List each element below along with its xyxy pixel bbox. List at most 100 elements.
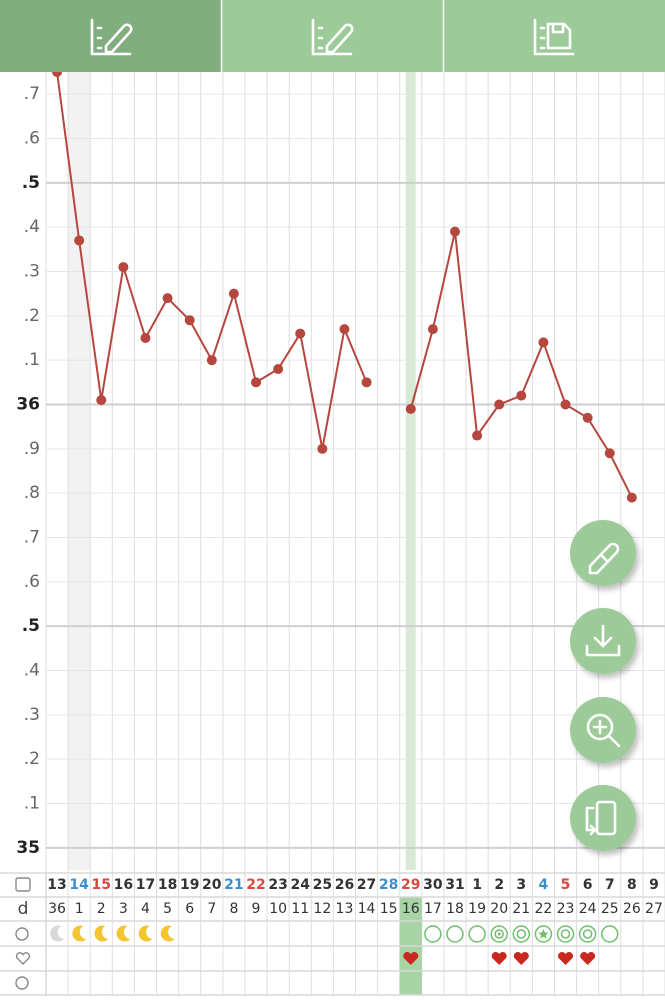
date-label: 6 (583, 877, 593, 893)
fertility-circle (468, 925, 486, 943)
day-table: 1336141152163174185196207218229231024112… (0, 872, 665, 996)
fab-group (570, 520, 636, 851)
date-label: 16 (114, 877, 133, 893)
date-label: 24 (290, 877, 310, 893)
temperature-point (516, 390, 527, 401)
cycle-day-label: 14 (358, 901, 376, 917)
temperature-point (604, 448, 615, 459)
cycle-day-label: 12 (313, 901, 331, 917)
y-tick-label: .7 (24, 528, 40, 548)
fertility-circle (534, 925, 553, 943)
moon-icon (50, 925, 65, 942)
cycle-day-label: 21 (512, 901, 530, 917)
fertility-circle (600, 925, 619, 943)
moon-icon (138, 925, 153, 942)
cycle-day-label: 19 (468, 901, 486, 917)
cycle-day-label: 26 (623, 901, 641, 917)
cycle-day-label: 25 (601, 901, 619, 917)
date-label: 8 (627, 877, 637, 893)
temperature-point (96, 395, 107, 406)
date-label: 29 (401, 877, 420, 893)
cycle-day-label: 4 (141, 901, 150, 917)
fertility-star (538, 929, 549, 939)
chart-save-icon (533, 18, 575, 56)
heart-icon (491, 951, 507, 965)
temperature-point (140, 333, 151, 343)
y-tick-label: .1 (24, 350, 40, 370)
temperature-point (494, 399, 505, 410)
chart-temp-icon (311, 18, 354, 56)
backgrounds (68, 72, 416, 870)
cycle-day-label: 17 (424, 901, 442, 917)
cycle-day-label: 8 (229, 901, 238, 917)
fab-download[interactable] (570, 608, 636, 674)
cycle-day-label: 1 (75, 901, 84, 917)
today-highlight (405, 72, 416, 870)
date-label: 5 (561, 877, 571, 893)
tab-active[interactable] (0, 0, 221, 72)
fab-rotate[interactable] (570, 785, 636, 851)
temperature-point (317, 443, 328, 454)
y-tick-label: .3 (24, 262, 40, 282)
plot (52, 72, 637, 503)
target-icon (15, 927, 29, 941)
y-tick-label: .4 (24, 217, 40, 237)
date-label: 21 (224, 877, 243, 893)
cycle-day-label: 22 (534, 901, 552, 917)
fertility-circle (490, 925, 508, 943)
fab-edit[interactable] (570, 520, 636, 586)
temperature-point (74, 235, 85, 246)
temperature-point (184, 315, 195, 326)
y-tick-label: .4 (24, 661, 40, 681)
fab-zoom[interactable] (570, 697, 636, 763)
date-label: 20 (202, 877, 222, 893)
fertility-circle (556, 925, 575, 943)
cycle-day-header: d (18, 899, 29, 919)
fertility-inner (560, 929, 571, 939)
temperature-point (560, 399, 571, 410)
moon-icon (94, 925, 109, 942)
date-label: 31 (445, 877, 464, 893)
cycle-day-label: 6 (185, 901, 194, 917)
fertility-circle (512, 925, 531, 943)
date-label: 23 (268, 877, 287, 893)
column-highlight (68, 72, 91, 870)
date-label: 18 (158, 877, 177, 893)
temperature-point (52, 72, 63, 77)
temperature-point (228, 288, 239, 299)
cycle-day-label: 7 (207, 901, 216, 917)
y-tick-label: .5 (22, 173, 40, 193)
heart-icon (580, 951, 596, 965)
fertility-circle (424, 925, 442, 943)
cycle-day-label: 23 (557, 901, 575, 917)
cycle-day-label: 10 (269, 901, 287, 917)
cycle-day-label: 11 (291, 901, 309, 917)
date-label: 25 (313, 877, 332, 893)
temperature-point (273, 364, 284, 375)
y-tick-label: 35 (16, 838, 40, 858)
heart-outline-icon (15, 952, 31, 965)
tab[interactable] (444, 0, 665, 72)
y-tick-label: .9 (24, 439, 40, 459)
moon-icon (160, 925, 175, 942)
cycle-day-label: 5 (163, 901, 172, 917)
date-label: 30 (423, 877, 443, 893)
temperature-point (162, 293, 173, 304)
temperature-point (626, 492, 637, 503)
date-label: 9 (649, 877, 659, 893)
temperature-point (361, 377, 372, 388)
tab[interactable] (222, 0, 443, 72)
moon-icon (116, 925, 131, 942)
cycle-day-label: 3 (119, 901, 128, 917)
y-tick-label: .8 (24, 483, 40, 503)
date-label: 1 (472, 877, 482, 893)
date-label: 2 (494, 877, 504, 893)
temperature-point (405, 403, 416, 414)
date-label: 22 (246, 877, 265, 893)
fertility-circle (578, 925, 597, 943)
fertility-inner (516, 929, 527, 939)
date-label: 15 (92, 877, 111, 893)
temperature-point (339, 324, 350, 335)
